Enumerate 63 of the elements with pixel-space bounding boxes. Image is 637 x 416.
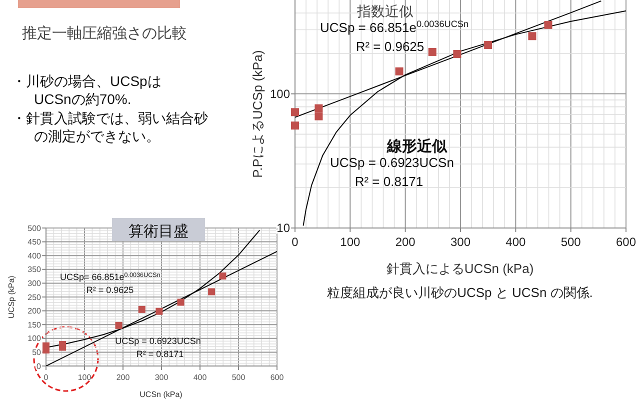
annotation: UCSp = 0.6923UCSn <box>330 155 454 170</box>
annotation: 指数近似 <box>356 3 413 19</box>
text: UCSnの約70%. <box>34 91 132 107</box>
x-tick-label: 500 <box>560 235 582 249</box>
point <box>484 41 492 50</box>
y-tick-label: 150 <box>28 320 42 330</box>
y-tick-label: 450 <box>28 238 42 247</box>
text: 推定一軸圧縮強さの比較 <box>22 25 187 42</box>
y-tick-label: 100 <box>28 334 42 344</box>
annotation: R² = 0.8171 <box>354 174 424 189</box>
point <box>395 67 404 76</box>
y-tick-label: 350 <box>28 265 42 274</box>
x-tick-label: 100 <box>78 373 92 382</box>
x-tick-label: 200 <box>116 373 130 382</box>
x-axis-title: UCSn (kPa) <box>140 390 183 399</box>
point <box>544 20 552 29</box>
point <box>314 112 323 120</box>
text: 粒度組成が良い川砂のUCSp と UCSn の関係. <box>327 285 593 300</box>
point <box>453 50 462 58</box>
annotation: UCSp= 66.851e$^{0.0036UCSn}$ <box>60 272 161 282</box>
x-tick-label: 300 <box>154 373 169 382</box>
y-tick-label: 10 <box>276 221 290 236</box>
x-tick-label: 400 <box>193 373 208 382</box>
point <box>138 306 146 313</box>
annotation: UCSp = 66.851e$^{0.0036UCSn}$ <box>320 19 469 35</box>
x-tick-label: 400 <box>506 235 526 249</box>
point <box>219 272 226 280</box>
y-tick-label: 500 <box>28 224 42 233</box>
x-axis-title: 針貫入によるUCSn (kPa) <box>386 261 534 276</box>
x-tick-label: 500 <box>232 373 246 382</box>
text: ・川砂の場合、UCSpは <box>12 73 162 89</box>
point <box>177 298 184 306</box>
y-tick-label: 0 <box>36 362 42 371</box>
text: の測定ができない。 <box>34 128 160 144</box>
annotation: R² = 0.9625 <box>86 285 134 295</box>
point <box>528 32 536 40</box>
annotation: UCSp = 0.6923UCSn <box>115 336 201 346</box>
x-tick-label: 0 <box>292 235 299 249</box>
chart-title: 算術目盛 <box>128 223 188 240</box>
point <box>428 48 436 56</box>
y-tick-label: 400 <box>28 251 42 260</box>
y-tick-label: 250 <box>28 292 42 302</box>
x-tick-label: 0 <box>44 373 49 382</box>
y-tick-label: 300 <box>28 279 42 288</box>
y-tick-label: 200 <box>28 306 42 316</box>
point <box>208 288 216 296</box>
annotation: R² = 0.9625 <box>356 39 424 54</box>
point <box>115 322 122 329</box>
annotation: R² = 0.8171 <box>136 349 184 359</box>
annotation: 線形近似 <box>386 138 448 155</box>
x-tick-label: 100 <box>340 235 360 249</box>
y-axis-title: UCSp (kPa) <box>7 275 16 318</box>
x-tick-label: 600 <box>616 235 636 249</box>
point <box>291 122 299 130</box>
point <box>314 104 323 112</box>
point <box>156 308 163 315</box>
x-tick-label: 200 <box>395 235 416 249</box>
x-tick-label: 600 <box>270 373 284 382</box>
y-axis-title: P.PによるUCSp (kPa) <box>250 50 265 178</box>
text: ・針貫入試験では、弱い結合砂 <box>12 110 208 126</box>
point <box>291 108 299 116</box>
x-tick-label: 300 <box>450 235 471 249</box>
point <box>59 344 66 351</box>
